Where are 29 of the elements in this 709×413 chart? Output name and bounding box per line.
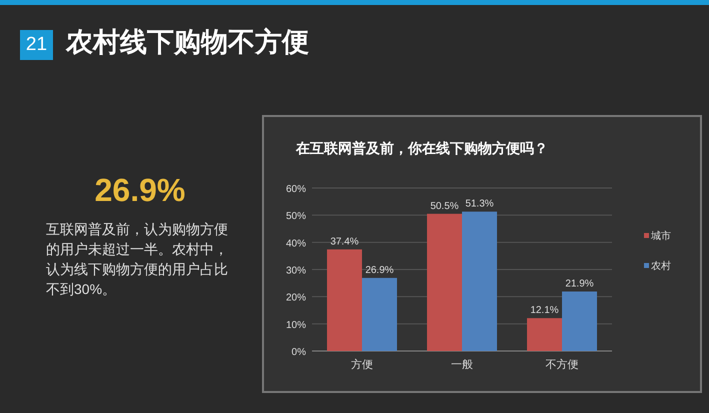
- data-label: 12.1%: [530, 305, 559, 316]
- legend-label: 农村: [651, 260, 671, 272]
- y-tick-label: 30%: [286, 266, 306, 276]
- y-tick-label: 10%: [286, 320, 306, 331]
- bar: [562, 292, 597, 351]
- text: 互联网普及前，认为购物方便的用户未超过一半。农村中，认为线下购物方便的用户占比不到30%。: [46, 220, 229, 299]
- legend-label: 城市: [650, 230, 671, 242]
- y-tick-label: 40%: [286, 238, 306, 250]
- data-label: 26.9%: [365, 264, 394, 276]
- data-label: 21.9%: [565, 278, 594, 290]
- bar: [327, 249, 362, 351]
- text: 农村线下购物不方便: [66, 26, 309, 59]
- bar: [427, 214, 462, 351]
- text: 21: [20, 30, 53, 60]
- y-tick-label: 50%: [286, 211, 306, 222]
- bar: [362, 278, 397, 351]
- y-tick-label: 60%: [286, 184, 306, 195]
- bar: [527, 318, 562, 351]
- x-tick-label: 方便: [351, 358, 373, 371]
- x-tick-label: 一般: [451, 359, 473, 371]
- bar: [462, 212, 497, 351]
- text: 26.9%: [94, 172, 186, 209]
- y-tick-label: 0%: [292, 347, 306, 358]
- x-tick-label: 不方便: [546, 358, 578, 371]
- y-tick-label: 20%: [286, 292, 306, 304]
- chart-title: 在互联网普及前，你在线下购物方便吗？: [295, 140, 548, 156]
- data-label: 50.5%: [430, 200, 459, 212]
- data-label: 37.4%: [330, 236, 359, 248]
- data-label: 51.3%: [465, 198, 494, 210]
